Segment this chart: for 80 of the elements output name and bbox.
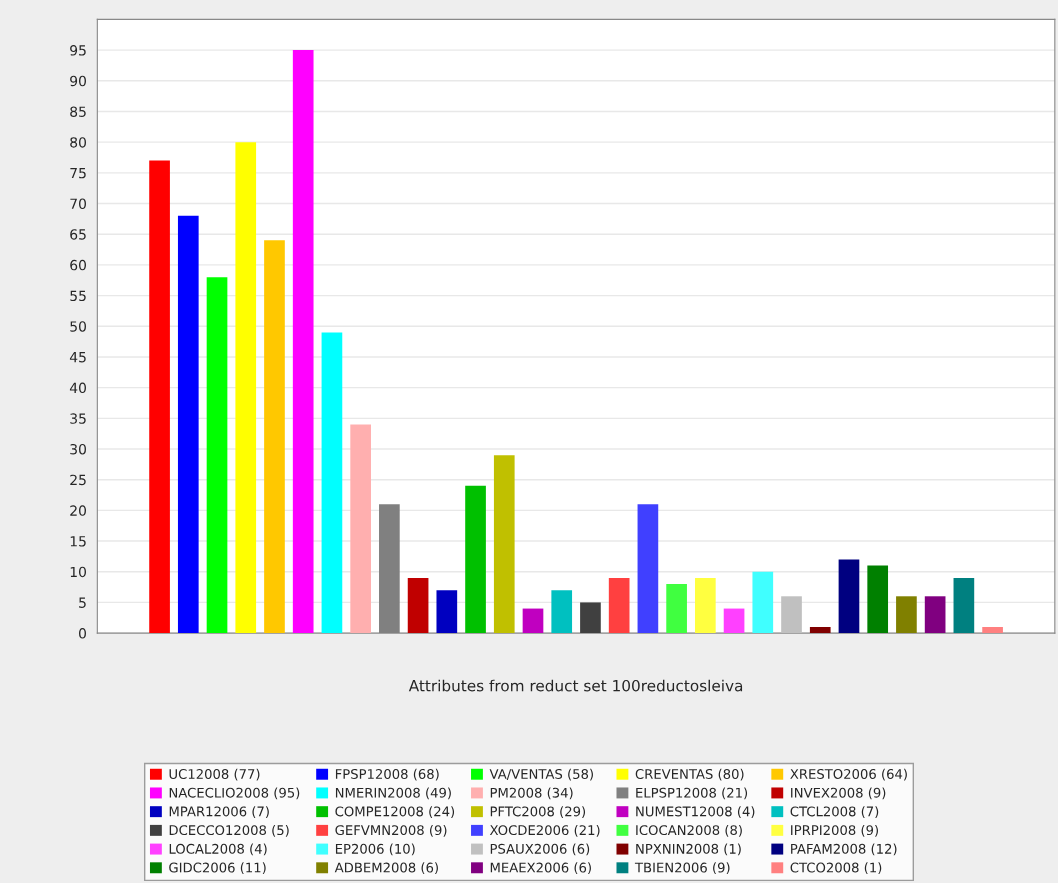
legend-label: CTCO2008 (1) [790, 862, 882, 875]
bar [982, 626, 1003, 634]
bar [206, 277, 228, 634]
bar [781, 596, 802, 634]
y-tick-label: 45 [69, 352, 86, 363]
y-tick-label: 40 [69, 382, 86, 394]
legend-label: CTCL2008 (7) [790, 806, 879, 818]
legend-label: LOCAL2008 (4) [169, 843, 267, 856]
y-tick-label: 35 [70, 413, 86, 424]
y-tick-label: 60 [70, 259, 86, 271]
bar [896, 596, 917, 634]
legend-label: ELPSP12008 (21) [636, 787, 748, 800]
bar [953, 577, 975, 634]
bar [924, 596, 946, 634]
y-tick-label: 20 [70, 505, 86, 516]
legend-label: NMERIN2008 (49) [335, 787, 451, 800]
y-tick-label: 0 [79, 628, 86, 639]
legend-label: MPAR12006 (7) [169, 806, 269, 818]
bar [608, 577, 630, 634]
legend-label: ICOCAN2008 (8) [636, 824, 742, 837]
bar [465, 485, 486, 634]
y-tick-label: 50 [70, 321, 86, 332]
bar [436, 590, 458, 634]
bar [321, 332, 343, 634]
bar [149, 160, 170, 634]
bar [522, 608, 544, 634]
y-tick-label: 25 [70, 474, 86, 486]
legend-label: ADBEM2008 (6) [334, 862, 438, 875]
y-tick-label: 85 [70, 106, 86, 117]
bar [695, 577, 716, 634]
bar [350, 424, 371, 634]
legend-label: VA/VENTAS (58) [489, 768, 593, 781]
bar [838, 559, 860, 634]
bar [723, 608, 745, 634]
y-tick-label: 75 [70, 168, 86, 179]
legend-label: GIDC2006 (11) [169, 862, 266, 875]
bar [809, 626, 831, 634]
legend-label: UC12008 (77) [169, 768, 260, 781]
bar [580, 602, 601, 634]
legend-label: DCECCO12008 (5) [169, 824, 289, 837]
legend-label: PSAUX2006 (6) [490, 843, 590, 856]
y-tick-label: 95 [70, 45, 86, 56]
bar [177, 215, 199, 634]
legend-label: PFTC2008 (29) [490, 806, 586, 818]
bar [407, 577, 429, 634]
y-tick-label: 5 [79, 597, 86, 608]
legend-label: EP2006 (10) [335, 843, 415, 856]
legend-label: MEAEX2006 (6) [490, 862, 591, 875]
legend-label: CREVENTAS (80) [635, 768, 744, 781]
bar [551, 590, 573, 634]
bar [867, 565, 889, 634]
bar [235, 142, 257, 634]
legend-label: PAFAM2008 (12) [791, 843, 897, 856]
legend-label: NUMEST12008 (4) [636, 806, 755, 818]
y-tick-label: 55 [70, 290, 86, 302]
legend-label: FPSP12008 (68) [335, 768, 439, 781]
legend-label: COMPE12008 (24) [335, 806, 455, 818]
legend-label: NACECLIO2008 (95) [169, 787, 300, 800]
legend-label: TBIEN2006 (9) [634, 862, 730, 875]
bar [752, 571, 774, 634]
y-tick-label: 65 [70, 229, 86, 240]
y-tick-label: 70 [70, 198, 86, 210]
legend-label: GEFVMN2008 (9) [335, 824, 447, 837]
y-tick-label: 30 [70, 443, 86, 455]
legend-label: NPXNIN2008 (1) [636, 843, 741, 856]
x-axis-title: Attributes from reduct set 100reductosleiva [408, 679, 743, 692]
bar [264, 240, 285, 634]
y-tick-label: 10 [70, 566, 86, 578]
legend-label: INVEX2008 (9) [791, 787, 886, 800]
legend-label: PM2008 (34) [490, 787, 573, 800]
y-tick-label: 80 [70, 137, 86, 148]
bar [493, 455, 515, 634]
bar [637, 504, 659, 634]
legend-label: IPRPI2008 (9) [791, 824, 878, 837]
bar [666, 584, 687, 634]
y-tick-label: 15 [70, 536, 86, 547]
y-tick-label: 90 [70, 75, 86, 87]
bar [292, 50, 314, 634]
legend-label: XRESTO2006 (64) [790, 768, 907, 781]
legend-label: XOCDE2006 (21) [489, 824, 600, 837]
